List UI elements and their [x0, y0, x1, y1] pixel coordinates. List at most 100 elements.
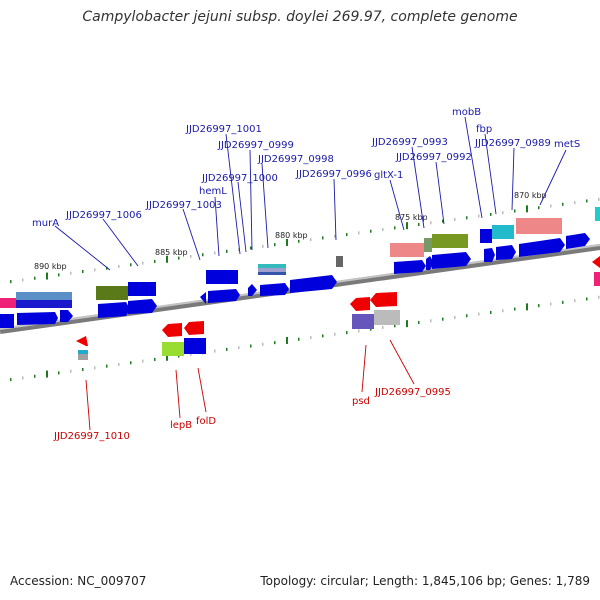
inner-tick	[214, 349, 216, 353]
gene-label-JJD26997_0998[interactable]: JJD26997_0998	[257, 154, 334, 165]
outer-tick	[334, 234, 336, 238]
gene-feature[interactable]	[128, 299, 157, 314]
inner-tick	[142, 359, 144, 363]
outer-tick	[262, 244, 264, 248]
outer-tick	[538, 206, 540, 210]
gene-feature[interactable]	[206, 270, 238, 284]
gene-feature[interactable]	[60, 310, 73, 322]
gene-feature[interactable]	[516, 218, 562, 234]
inner-tick	[334, 332, 336, 336]
gene-feature[interactable]	[258, 264, 286, 268]
gene-label-JJD26997_1001[interactable]: JJD26997_1001	[185, 124, 262, 135]
gene-feature[interactable]	[96, 286, 128, 300]
gene-feature[interactable]	[258, 268, 286, 272]
gene-feature[interactable]	[374, 310, 400, 325]
gene-label-JJD26997_1006[interactable]: JJD26997_1006	[65, 210, 142, 221]
gene-feature[interactable]	[17, 312, 58, 325]
gene-feature[interactable]	[390, 243, 424, 257]
gene-feature[interactable]	[519, 238, 565, 257]
gene-feature[interactable]	[76, 336, 88, 346]
gene-label-fbp[interactable]: fbp	[476, 124, 492, 135]
gene-label-metS[interactable]: metS	[554, 139, 580, 150]
gene-label-hemL[interactable]: hemL	[199, 186, 227, 197]
gene-label-JJD26997_0992[interactable]: JJD26997_0992	[395, 152, 472, 163]
gene-feature[interactable]	[98, 302, 130, 318]
outer-tick	[346, 233, 348, 237]
scale-label-890: 890 kbp	[34, 262, 67, 271]
upper-callouts	[54, 116, 567, 271]
inner-tick	[262, 342, 264, 346]
gene-feature[interactable]	[78, 350, 88, 354]
gene-label-JJD26997_0996[interactable]: JJD26997_0996	[295, 169, 372, 180]
gene-label-folD[interactable]: folD	[196, 416, 216, 427]
outer-tick	[250, 246, 252, 250]
gene-label-mobB[interactable]: mobB	[452, 107, 481, 118]
outer-tick	[502, 211, 504, 215]
gene-feature[interactable]	[592, 256, 600, 268]
gene-feature[interactable]	[16, 300, 72, 308]
gene-feature[interactable]	[480, 229, 492, 243]
gene-feature[interactable]	[258, 272, 286, 275]
gene-feature[interactable]	[484, 248, 495, 262]
gene-feature[interactable]	[184, 321, 204, 335]
outer-tick	[406, 222, 408, 230]
outer-tick	[442, 219, 444, 223]
inner-tick	[478, 312, 480, 316]
gene-feature[interactable]	[566, 233, 590, 249]
inner-tick	[94, 366, 96, 370]
gene-feature[interactable]	[336, 256, 343, 267]
gene-label-JJD26997_0995[interactable]: JJD26997_0995	[374, 387, 451, 398]
inner-tick	[250, 344, 252, 348]
inner-tick	[226, 347, 228, 351]
scale-label-880: 880 kbp	[275, 231, 308, 240]
gene-feature[interactable]	[496, 245, 516, 260]
gene-label-gltX-1[interactable]: gltX-1	[374, 170, 403, 181]
gene-feature[interactable]	[0, 298, 16, 308]
gene-label-JJD26997_1003[interactable]: JJD26997_1003	[145, 200, 222, 211]
gene-label-lepB[interactable]: lepB	[170, 420, 192, 431]
gene-feature[interactable]	[424, 238, 432, 252]
gene-feature[interactable]	[352, 314, 374, 329]
gene-feature[interactable]	[128, 282, 156, 296]
gene-label-JJD26997_1010[interactable]: JJD26997_1010	[53, 431, 130, 442]
inner-tick	[526, 303, 528, 311]
gene-feature[interactable]	[594, 272, 600, 286]
outer-tick	[562, 202, 564, 206]
outer-tick	[370, 229, 372, 233]
inner-tick	[382, 326, 384, 330]
gene-feature[interactable]	[370, 292, 397, 307]
gene-label-JJD26997_0999[interactable]: JJD26997_0999	[217, 140, 294, 151]
gene-feature[interactable]	[184, 338, 206, 354]
outer-tick	[166, 255, 168, 263]
gene-label-JJD26997_1000[interactable]: JJD26997_1000	[201, 173, 278, 184]
gene-feature[interactable]	[432, 234, 468, 248]
gene-feature[interactable]	[162, 323, 182, 337]
outer-tick	[70, 271, 72, 275]
gene-feature[interactable]	[162, 342, 184, 356]
inner-tick	[10, 378, 12, 382]
gene-label-murA[interactable]: murA	[32, 218, 59, 229]
gene-feature[interactable]	[350, 297, 370, 311]
inner-tick	[34, 374, 36, 378]
gene-feature[interactable]	[432, 252, 471, 269]
gene-feature[interactable]	[208, 289, 240, 303]
gene-feature[interactable]	[260, 283, 289, 296]
gene-feature[interactable]	[290, 275, 337, 293]
gene-label-JJD26997_0989[interactable]: JJD26997_0989	[474, 138, 551, 149]
gene-label-JJD26997_0993[interactable]: JJD26997_0993	[371, 137, 448, 148]
gene-feature[interactable]	[492, 225, 514, 239]
gene-feature[interactable]	[595, 207, 600, 221]
outer-tick	[46, 272, 48, 280]
gene-label-psd[interactable]: psd	[352, 396, 370, 407]
gene-feature[interactable]	[16, 292, 72, 300]
outer-tick	[118, 264, 120, 268]
gene-feature[interactable]	[0, 314, 14, 328]
outer-tick	[490, 212, 492, 216]
outer-tick	[82, 270, 84, 274]
inner-tick	[418, 320, 420, 324]
gene-feature[interactable]	[78, 354, 88, 360]
gene-feature[interactable]	[394, 260, 426, 274]
gene-feature[interactable]	[248, 284, 257, 296]
gene-feature[interactable]	[200, 292, 206, 304]
inner-tick	[466, 314, 468, 318]
